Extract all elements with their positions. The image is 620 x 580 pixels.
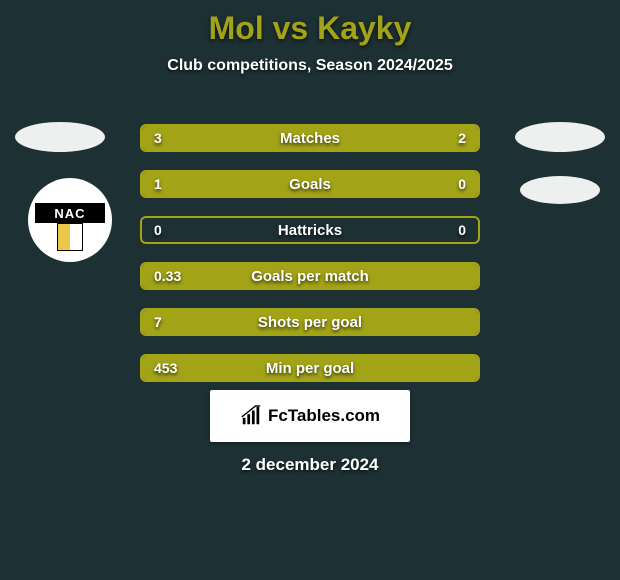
stat-label: Min per goal: [142, 356, 478, 380]
stat-row-shots-per-goal: 7 Shots per goal: [140, 308, 480, 336]
brand-label: FcTables.com: [268, 406, 380, 426]
stat-label: Goals per match: [142, 264, 478, 288]
stats-block: 3 Matches 2 1 Goals 0 0 Hattricks 0 0.33…: [140, 124, 480, 400]
brand-link[interactable]: FcTables.com: [210, 390, 410, 442]
player-right-avatar-placeholder: [515, 122, 605, 152]
brand-chart-icon: [240, 405, 262, 427]
stat-row-min-per-goal: 453 Min per goal: [140, 354, 480, 382]
club-badge-right-placeholder: [520, 176, 600, 204]
stat-row-matches: 3 Matches 2: [140, 124, 480, 152]
stat-value-right: 0: [458, 172, 466, 196]
stat-row-goals-per-match: 0.33 Goals per match: [140, 262, 480, 290]
stat-label: Hattricks: [142, 218, 478, 242]
page-title: Mol vs Kayky: [0, 0, 620, 47]
date-label: 2 december 2024: [0, 455, 620, 475]
stat-row-goals: 1 Goals 0: [140, 170, 480, 198]
stat-value-right: 2: [458, 126, 466, 150]
club-badge-left: NAC: [28, 178, 112, 262]
stat-label: Goals: [142, 172, 478, 196]
comparison-card: Mol vs Kayky Club competitions, Season 2…: [0, 0, 620, 580]
nac-shield-icon: [57, 223, 83, 251]
nac-badge-text: NAC: [35, 203, 105, 223]
stat-label: Matches: [142, 126, 478, 150]
stat-value-right: 0: [458, 218, 466, 242]
stat-label: Shots per goal: [142, 310, 478, 334]
player-left-avatar-placeholder: [15, 122, 105, 152]
stat-row-hattricks: 0 Hattricks 0: [140, 216, 480, 244]
nac-badge: NAC: [35, 185, 105, 255]
page-subtitle: Club competitions, Season 2024/2025: [0, 57, 620, 75]
